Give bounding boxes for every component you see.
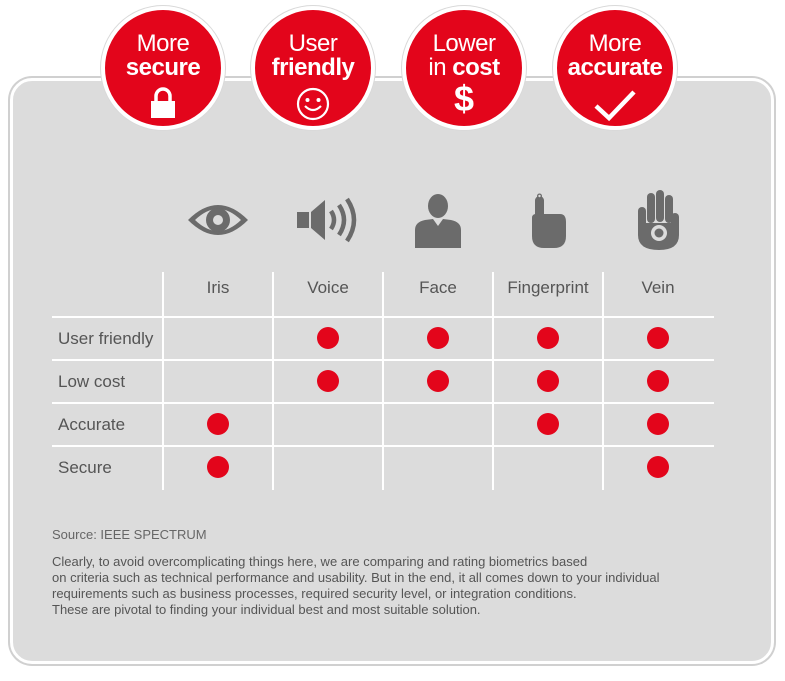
grid-line [492, 272, 494, 490]
description-line: on criteria such as technical performanc… [52, 570, 660, 585]
column-header-fingerprint: Fingerprint [507, 278, 589, 297]
grid-line [162, 272, 164, 490]
smiley-icon [296, 87, 330, 121]
description-line: These are pivotal to finding your indivi… [52, 602, 481, 617]
row-header-secure: Secure [58, 458, 112, 477]
rating-dot-low-cost-voice [317, 370, 339, 392]
finger-icon [508, 185, 588, 255]
grid-line [272, 272, 274, 490]
column-header-face: Face [419, 278, 457, 297]
badge-line1: Lower [432, 30, 496, 57]
padlock-icon [151, 87, 175, 118]
badge-line2: accurate [567, 54, 663, 81]
rating-dot-low-cost-vein [647, 370, 669, 392]
badge-more-accurate: More accurate [553, 6, 677, 130]
column-header-iris: Iris [206, 278, 230, 297]
column-header-voice: Voice [307, 278, 349, 297]
description-line: requirements such as business processes,… [52, 586, 577, 601]
grid-line [602, 272, 604, 490]
badge-line1: User [288, 30, 338, 57]
hand-icon [618, 185, 698, 255]
badge-lower-cost: Lower in cost $ [402, 6, 526, 130]
row-header-accurate: Accurate [58, 415, 126, 434]
rating-dot-user-friendly-fingerprint [537, 327, 559, 349]
rating-dot-accurate-fingerprint [537, 413, 559, 435]
rating-dot-user-friendly-vein [647, 327, 669, 349]
row-header-low-cost: Low cost [58, 372, 126, 391]
rating-dot-user-friendly-voice [317, 327, 339, 349]
rating-dot-secure-vein [647, 456, 669, 478]
badge-line2-prefix: in [428, 54, 453, 81]
person-icon [398, 185, 478, 255]
badge-line1: More [136, 30, 190, 57]
description-line: Clearly, to avoid overcomplicating thing… [52, 554, 588, 569]
row-header-user-friendly: User friendly [58, 329, 154, 348]
badge-line2-bold: cost [452, 54, 500, 81]
badge-line1: More [588, 30, 642, 57]
description-text: Clearly, to avoid overcomplicating thing… [52, 554, 742, 618]
rating-dot-user-friendly-face [427, 327, 449, 349]
checkmark-icon [594, 90, 636, 122]
rating-dot-accurate-iris [207, 413, 229, 435]
badge-user-friendly: User friendly [251, 6, 375, 130]
grid-line [382, 272, 384, 490]
rating-dot-low-cost-face [427, 370, 449, 392]
badge-line2: secure [125, 54, 201, 81]
comparison-panel [10, 78, 774, 664]
badge-more-secure: More secure [101, 6, 225, 130]
column-header-vein: Vein [641, 278, 675, 297]
rating-dot-secure-iris [207, 456, 229, 478]
eye-icon [178, 185, 258, 255]
badge-line2: friendly [271, 54, 355, 81]
source-note: Source: IEEE SPECTRUM [52, 527, 207, 542]
speaker-icon [288, 185, 368, 255]
rating-dot-low-cost-fingerprint [537, 370, 559, 392]
rating-dot-accurate-vein [647, 413, 669, 435]
dollar-icon: $ [453, 78, 475, 119]
